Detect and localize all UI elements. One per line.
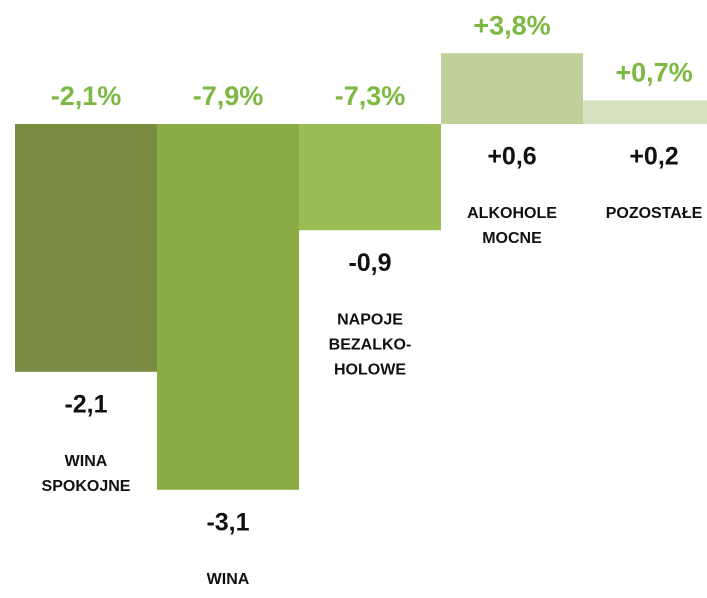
value-label: -3,1 — [206, 508, 249, 536]
bar — [583, 100, 707, 124]
category-label: MUSUJĄCE — [183, 596, 273, 598]
bar — [441, 53, 583, 125]
category-label: NAPOJE — [337, 311, 403, 328]
pct-label: +0,7% — [615, 58, 692, 88]
pct-label: -2,1% — [51, 81, 122, 111]
pct-label: +3,8% — [473, 10, 550, 40]
pct-label: -7,9% — [193, 81, 264, 111]
category-label: POZOSTAŁE — [606, 205, 703, 222]
category-label: WINA — [65, 453, 108, 470]
bar — [299, 124, 441, 231]
category-label: HOLOWE — [334, 361, 406, 378]
category-label: WINA — [207, 571, 250, 588]
value-label: +0,6 — [487, 143, 536, 171]
category-label: MOCNE — [482, 230, 542, 247]
category-label: ALKOHOLE — [467, 205, 557, 222]
bar — [157, 124, 299, 490]
pct-label: -7,3% — [335, 81, 406, 111]
bar — [15, 124, 157, 372]
category-label: SPOKOJNE — [42, 478, 131, 495]
category-label: BEZALKO- — [329, 336, 412, 353]
value-label: -2,1 — [64, 390, 107, 418]
value-label: -0,9 — [348, 249, 391, 277]
value-label: +0,2 — [629, 143, 678, 171]
